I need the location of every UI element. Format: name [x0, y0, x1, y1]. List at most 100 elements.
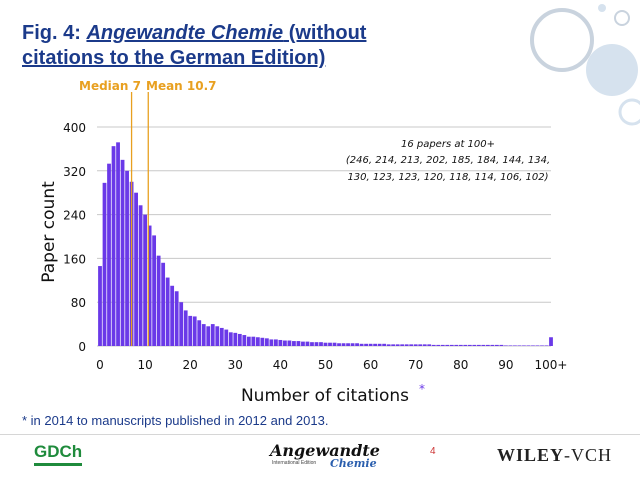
histogram-bar: [210, 324, 215, 346]
histogram-bar: [481, 344, 486, 346]
histogram-bar: [296, 341, 301, 346]
title-rest: (without: [283, 22, 367, 44]
histogram-bar: [445, 344, 450, 346]
histogram-bar: [328, 342, 332, 346]
angewandte-logo: Angewandte International Edition Chemie: [270, 441, 382, 471]
slide-title: Fig. 4: Angewandte Chemie (without citat…: [22, 21, 442, 71]
histogram-bar: [292, 341, 296, 346]
histogram-bar: [413, 344, 418, 346]
histogram-bar: [350, 343, 355, 346]
histogram-bar: [373, 343, 378, 346]
axis-ticks: 0 80 160 240 320 400 0 10 20 30 40 50 60 70 80 90 100+: [63, 121, 567, 372]
histogram-bar: [219, 327, 224, 346]
histogram-bar: [260, 337, 265, 346]
histogram-bar: [359, 343, 364, 346]
histogram-bar: [508, 345, 513, 346]
x-tick-label: 70: [408, 358, 423, 372]
histogram-bar: [125, 170, 129, 346]
x-tick-label: 20: [183, 358, 198, 372]
histogram-bar: [364, 343, 368, 346]
deco-circle-4: [598, 4, 606, 12]
histogram-bar: [540, 345, 544, 346]
histogram-bar: [467, 344, 472, 346]
x-axis-label-asterisk: *: [419, 382, 425, 396]
histogram-bar: [319, 342, 323, 346]
x-tick-label: 30: [228, 358, 243, 372]
annotation-line1: 16 papers at 100+: [401, 139, 495, 150]
histogram-bar: [526, 345, 531, 346]
histogram-bar: [314, 342, 319, 346]
histogram-bar: [197, 320, 202, 346]
title-journal: Angewandte Chemie: [86, 22, 284, 44]
histogram-bar: [246, 336, 251, 346]
page-number: 4: [430, 446, 436, 457]
histogram-bar: [400, 344, 405, 346]
histogram-bar: [188, 315, 193, 346]
deco-circle-2: [586, 44, 638, 96]
histogram-bar: [287, 340, 292, 346]
histogram-bar: [233, 332, 238, 346]
histogram-bar: [161, 262, 166, 346]
histogram-bar: [120, 159, 125, 346]
histogram-bar: [156, 255, 161, 346]
title-line2: citations to the German Edition): [22, 47, 326, 69]
x-tick-label: 80: [453, 358, 468, 372]
histogram-bar: [485, 344, 490, 346]
histogram-bar: [490, 344, 495, 346]
histogram-bar: [517, 345, 522, 346]
histogram-bar: [183, 310, 188, 346]
x-axis-label: Number of citations: [241, 386, 409, 406]
histogram-bar: [134, 192, 138, 346]
histogram-bar: [251, 336, 256, 346]
histogram-bar: [111, 146, 116, 346]
histogram-bar: [274, 339, 278, 346]
histogram-bar: [269, 339, 274, 346]
y-axis-label: Paper count: [39, 181, 59, 283]
histogram-bar: [224, 329, 229, 346]
histogram-bar: [472, 344, 477, 346]
histogram-bar: [395, 344, 400, 346]
y-tick-label: 0: [78, 340, 86, 354]
histogram-bar: [454, 344, 459, 346]
deco-circle-1: [530, 8, 594, 72]
y-tick-label: 80: [71, 296, 86, 310]
histogram-bar: [107, 163, 111, 346]
histogram-bar: [341, 343, 346, 346]
angewandte-logo-text: Angewandte: [270, 441, 380, 460]
histogram-bar: [391, 344, 396, 346]
y-tick-label: 320: [63, 165, 86, 179]
histogram-bar: [170, 285, 175, 346]
x-tick-label: 90: [498, 358, 513, 372]
histogram-bar: [544, 345, 549, 346]
histogram-bar: [513, 345, 517, 346]
wiley-vch-logo: WILEY-VCH: [497, 445, 612, 466]
y-tick-label: 240: [63, 209, 86, 223]
mean-label: Mean 10.7: [146, 79, 217, 93]
histogram-bar: [264, 338, 269, 346]
x-tick-label: 10: [137, 358, 152, 372]
histogram-bar: [215, 326, 220, 346]
histogram-bar: [431, 344, 436, 346]
histogram-bar: [179, 302, 184, 346]
histogram-bar: [255, 337, 260, 346]
annotation-line3: 130, 123, 123, 120, 118, 114, 106, 102): [347, 172, 548, 183]
wiley-logo-text: WILEY: [497, 445, 565, 465]
y-tick-label: 160: [63, 252, 86, 266]
x-tick-label: 60: [363, 358, 378, 372]
histogram-bar: [346, 343, 350, 346]
histogram-bar: [305, 341, 310, 346]
histogram-bar: [138, 205, 143, 346]
histogram-bar: [440, 344, 445, 346]
histogram-bar: [418, 344, 423, 346]
histogram-bar: [409, 344, 414, 346]
histogram-bar: [463, 344, 468, 346]
histogram-bar: [386, 344, 391, 346]
histogram-bar: [404, 344, 409, 346]
histogram-bar: [494, 344, 499, 346]
histogram-bar: [147, 225, 152, 346]
international-edition-text: International Edition: [272, 460, 317, 466]
gdch-logo: GDCh: [34, 442, 83, 466]
